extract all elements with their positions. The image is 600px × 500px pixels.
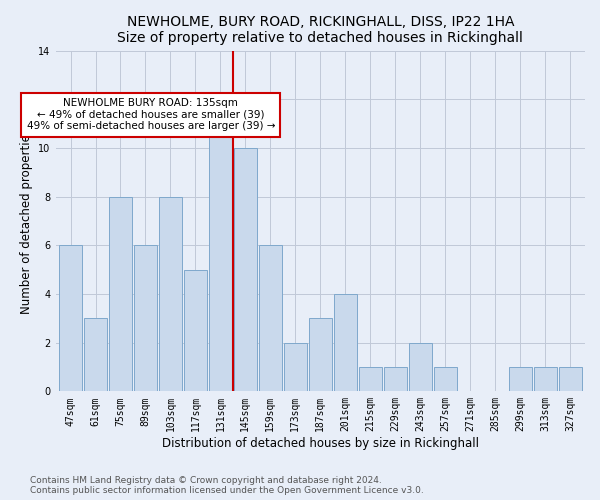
Bar — [184, 270, 207, 392]
Bar — [59, 246, 82, 392]
Bar — [359, 367, 382, 392]
Bar — [109, 196, 132, 392]
Y-axis label: Number of detached properties: Number of detached properties — [20, 128, 33, 314]
Bar — [284, 342, 307, 392]
Bar — [533, 367, 557, 392]
Text: Contains HM Land Registry data © Crown copyright and database right 2024.
Contai: Contains HM Land Registry data © Crown c… — [30, 476, 424, 495]
Bar — [209, 99, 232, 392]
Bar — [159, 196, 182, 392]
Bar — [134, 246, 157, 392]
Bar — [259, 246, 282, 392]
Bar — [309, 318, 332, 392]
Bar — [84, 318, 107, 392]
Bar — [334, 294, 357, 392]
X-axis label: Distribution of detached houses by size in Rickinghall: Distribution of detached houses by size … — [162, 437, 479, 450]
Bar — [434, 367, 457, 392]
Bar — [384, 367, 407, 392]
Bar — [409, 342, 431, 392]
Title: NEWHOLME, BURY ROAD, RICKINGHALL, DISS, IP22 1HA
Size of property relative to de: NEWHOLME, BURY ROAD, RICKINGHALL, DISS, … — [118, 15, 523, 45]
Bar — [559, 367, 581, 392]
Bar — [234, 148, 257, 392]
Text: NEWHOLME BURY ROAD: 135sqm
← 49% of detached houses are smaller (39)
49% of semi: NEWHOLME BURY ROAD: 135sqm ← 49% of deta… — [26, 98, 275, 132]
Bar — [509, 367, 532, 392]
